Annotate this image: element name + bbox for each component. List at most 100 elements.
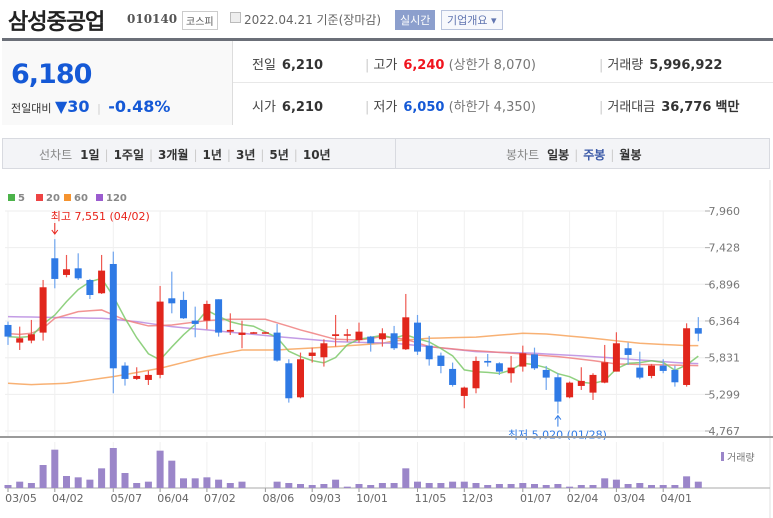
candle-body	[98, 270, 106, 294]
volume-bar-03/25	[648, 485, 655, 488]
y-tick-label: 7,428	[709, 242, 741, 255]
volume-bar-08/13	[273, 481, 281, 488]
candle-body	[659, 365, 667, 371]
volume-bar-06/11	[168, 460, 176, 488]
down-arrow-icon	[51, 223, 59, 235]
volume-bar-04/02	[51, 449, 59, 488]
candle-body	[273, 332, 281, 361]
candle-body	[320, 343, 328, 358]
tab-candle_items-0[interactable]: 일봉	[547, 148, 570, 162]
candle-04/08	[671, 365, 679, 387]
trade-volume: | 거래량 5,996,922	[599, 58, 723, 73]
volume-bar-12/24	[495, 484, 503, 488]
volume-bar-03/19	[27, 483, 35, 488]
legend-label-ma120: 120	[106, 193, 127, 204]
candle-body	[63, 269, 70, 275]
candle-body	[203, 303, 211, 321]
candle-12/17	[484, 353, 492, 367]
change-value: 30	[67, 97, 90, 116]
candle-body	[589, 374, 597, 393]
candle-body	[4, 324, 12, 337]
candle-07/09	[215, 299, 223, 337]
candle-03/25	[648, 363, 655, 379]
candle-body	[74, 268, 82, 279]
stock-code: 010140	[127, 12, 178, 26]
tab-candle_items-1[interactable]: 주봉	[583, 148, 606, 162]
volume-bar-04/23	[86, 479, 94, 488]
candle-body	[472, 360, 480, 389]
divider: |	[226, 148, 231, 162]
x-tick-label: 02/04	[567, 492, 599, 505]
divider: |	[104, 148, 109, 162]
candle-body	[636, 367, 644, 378]
realtime-button[interactable]: 실시간	[395, 10, 436, 30]
candle-08/20	[285, 359, 293, 403]
candle-11/26	[449, 362, 457, 387]
candle-body	[27, 334, 35, 341]
candle-06/18	[180, 291, 187, 319]
candle-06/11	[168, 271, 176, 314]
volume-bar-03/11	[624, 484, 632, 488]
candle-body	[378, 333, 386, 340]
volume-bar-01/28	[554, 484, 562, 488]
stock-header: 삼성중공업 010140 코스피 2022.04.21 기준(장마감) 실시간 …	[0, 0, 773, 36]
candle-06/25	[191, 306, 199, 338]
max-price-annotation: 최고 7,551 (04/02)	[51, 210, 150, 223]
divider	[2, 38, 773, 41]
volume-bar-09/10	[320, 484, 328, 488]
candle-body	[332, 334, 340, 336]
candle-02/11	[577, 367, 585, 390]
volume-bar-04/08	[671, 485, 679, 488]
candle-body	[460, 387, 468, 396]
candle-01/21	[542, 365, 550, 390]
candle-body	[144, 374, 152, 380]
legend-label-ma20: 20	[46, 193, 60, 204]
tab-candle_items-2[interactable]: 월봉	[619, 148, 642, 162]
x-tick-label: 03/04	[614, 492, 646, 505]
volume-bar-04/16	[74, 477, 82, 488]
volume-bar-03/26	[39, 465, 47, 488]
candle-01/14	[531, 347, 538, 370]
volume-legend-swatch	[721, 452, 724, 461]
x-tick-label: 11/05	[415, 492, 447, 505]
tab-line_items-3[interactable]: 1년	[202, 148, 222, 162]
tab-line_items-6[interactable]: 10년	[302, 148, 331, 162]
company-info-dropdown[interactable]: 기업개요 ▾	[441, 10, 503, 30]
y-tick-label: 5,831	[709, 352, 741, 365]
up-arrow-icon	[554, 414, 562, 427]
tab-line_items-4[interactable]: 3년	[235, 148, 256, 162]
tab-line_items-1[interactable]: 1주일	[113, 148, 144, 162]
candle-body	[215, 299, 223, 333]
volume-bar-02/18	[589, 485, 597, 488]
change-percent: -0.48%	[108, 97, 171, 116]
candle-02/04	[566, 381, 574, 399]
stock-name: 삼성중공업	[8, 10, 105, 35]
candle-04/22	[694, 317, 702, 342]
divider: |	[574, 148, 579, 162]
candle-body	[612, 343, 620, 372]
candle-05/14	[121, 362, 129, 386]
tab-line_items-2[interactable]: 3개월	[158, 148, 189, 162]
volume-bar-07/16	[226, 483, 234, 488]
candle-body	[39, 287, 47, 333]
candle-body	[121, 365, 129, 379]
candle-06/04	[156, 285, 164, 379]
volume-bar-11/12	[425, 483, 433, 488]
candle-08/06	[261, 331, 269, 334]
x-tick-label: 04/02	[52, 492, 84, 505]
candle-body	[577, 380, 585, 386]
volume-bar-01/21	[542, 485, 550, 488]
volume-bar-04/09	[63, 476, 70, 488]
x-tick-label: 09/03	[309, 492, 341, 505]
candle-body	[554, 377, 562, 402]
candle-body	[226, 329, 234, 332]
x-tick-label: 08/06	[263, 492, 295, 505]
tab-line_items-0[interactable]: 1일	[80, 148, 100, 162]
volume-bar-02/11	[577, 485, 585, 488]
candle-body	[437, 355, 445, 366]
tab-line_items-5[interactable]: 5년	[269, 148, 289, 162]
candle-body	[484, 360, 492, 363]
candle-body	[671, 369, 679, 383]
legend-label-ma5: 5	[18, 193, 25, 204]
candle-11/12	[425, 335, 433, 366]
